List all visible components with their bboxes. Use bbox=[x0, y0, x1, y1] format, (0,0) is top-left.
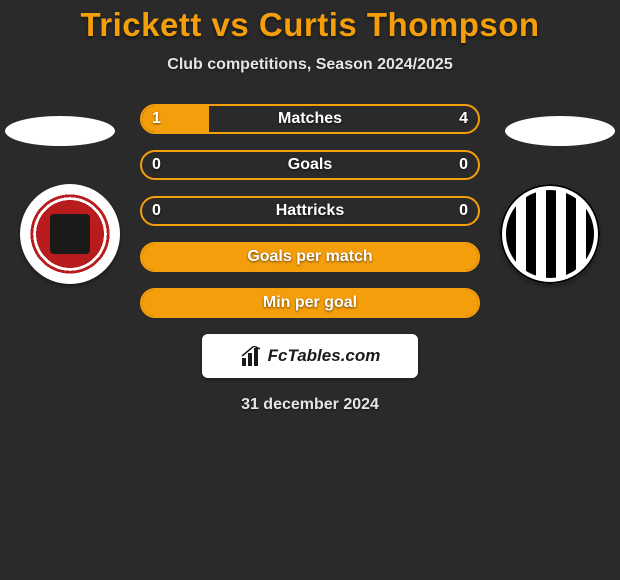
stat-value-left: 0 bbox=[152, 152, 161, 178]
comparison-panel: Matches14Goals00Hattricks00Goals per mat… bbox=[0, 104, 620, 414]
page-title: Trickett vs Curtis Thompson bbox=[0, 0, 620, 44]
stats-bars: Matches14Goals00Hattricks00Goals per mat… bbox=[140, 104, 480, 318]
stat-bar: Hattricks0 0 bbox=[140, 196, 480, 226]
stat-label: Min per goal bbox=[142, 290, 478, 316]
stat-value-right: 0 bbox=[459, 198, 468, 224]
subtitle: Club competitions, Season 2024/2025 bbox=[0, 56, 620, 74]
stat-bar: Min per goal bbox=[140, 288, 480, 318]
logo-text: FcTables.com bbox=[268, 346, 381, 366]
stat-value-left: 1 bbox=[152, 106, 161, 132]
stat-bar: Goals0 0 bbox=[140, 150, 480, 180]
stat-label: Goals bbox=[142, 152, 478, 178]
club-badge-right bbox=[500, 184, 600, 284]
player-photo-right bbox=[505, 116, 615, 146]
stat-value-left: 0 bbox=[152, 198, 161, 224]
stat-label: Goals per match bbox=[142, 244, 478, 270]
stat-value-right: 0 bbox=[459, 152, 468, 178]
chart-icon bbox=[240, 346, 262, 366]
stat-bar: Matches1 4 bbox=[140, 104, 480, 134]
stat-label: Matches bbox=[142, 106, 478, 132]
player-photo-left bbox=[5, 116, 115, 146]
stat-value-right: 4 bbox=[459, 106, 468, 132]
stat-bar: Goals per match bbox=[140, 242, 480, 272]
stat-label: Hattricks bbox=[142, 198, 478, 224]
club-badge-left bbox=[20, 184, 120, 284]
date-label: 31 december 2024 bbox=[0, 396, 620, 414]
site-logo: FcTables.com bbox=[202, 334, 418, 378]
